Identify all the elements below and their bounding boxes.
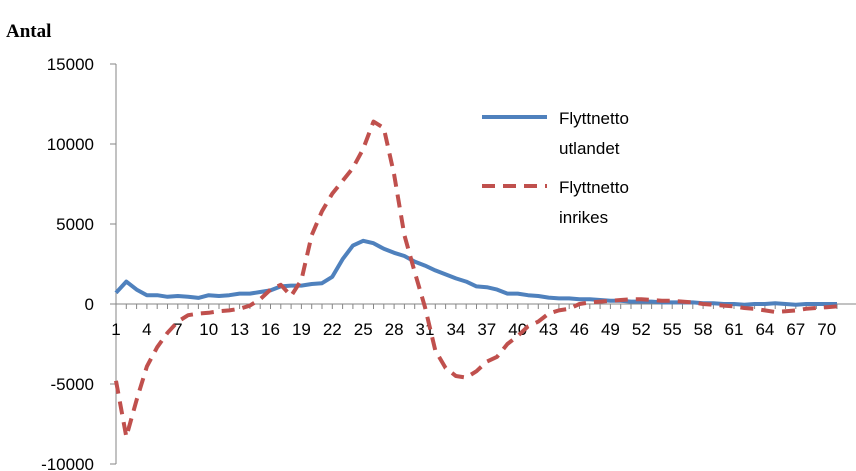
x-tick-label: 61: [725, 320, 744, 339]
y-tick-label: 0: [85, 295, 94, 314]
x-tick-label: 16: [261, 320, 280, 339]
x-tick-label: 70: [817, 320, 836, 339]
x-tick-label: 64: [755, 320, 774, 339]
x-tick-label: 46: [570, 320, 589, 339]
x-tick-label: 1: [111, 320, 120, 339]
legend-label: Flyttnetto: [559, 109, 629, 128]
x-tick-label: 34: [446, 320, 465, 339]
x-tick-label: 25: [354, 320, 373, 339]
legend-label: inrikes: [559, 208, 608, 227]
y-axis-title: Antal: [6, 21, 51, 42]
x-tick-label: 13: [230, 320, 249, 339]
x-tick-label: 37: [477, 320, 496, 339]
x-tick-label: 7: [173, 320, 182, 339]
series-layer: [114, 119, 838, 439]
x-tick-label: 4: [142, 320, 151, 339]
x-tick-label: 10: [199, 320, 218, 339]
series-line-inrikes: [114, 119, 838, 439]
x-tick-label: 28: [385, 320, 404, 339]
y-tick-label: 5000: [56, 215, 94, 234]
legend: Flyttnetto utlandet Flyttnetto inrikes: [482, 109, 629, 227]
legend-label: Flyttnetto: [559, 178, 629, 197]
series-line-utlandet: [114, 238, 837, 307]
x-tick-label: 67: [786, 320, 805, 339]
y-tick-label: 10000: [47, 135, 94, 154]
y-tick-label: 15000: [47, 55, 94, 74]
x-tick-label: 22: [323, 320, 342, 339]
x-tick-label: 49: [601, 320, 620, 339]
x-tick-label: 52: [632, 320, 651, 339]
x-tick-label: 55: [663, 320, 682, 339]
x-axis: 1 4 7 10 13 16 19 22 25 28 31 34 37 40 43 46 49 52 55 58 61 6…: [111, 303, 856, 339]
y-tick-label: -10000: [41, 455, 94, 471]
legend-entry-utlandet: Flyttnetto utlandet: [482, 109, 629, 158]
x-tick-label: 31: [416, 320, 435, 339]
x-tick-label: 58: [694, 320, 713, 339]
legend-label: utlandet: [559, 139, 620, 158]
x-tick-label: 43: [539, 320, 558, 339]
y-tick-label: -5000: [51, 375, 94, 394]
legend-entry-inrikes: Flyttnetto inrikes: [482, 178, 629, 227]
y-axis: 15000 10000 5000 0 -5000 -10000: [41, 55, 117, 471]
x-tick-label: 19: [292, 320, 311, 339]
